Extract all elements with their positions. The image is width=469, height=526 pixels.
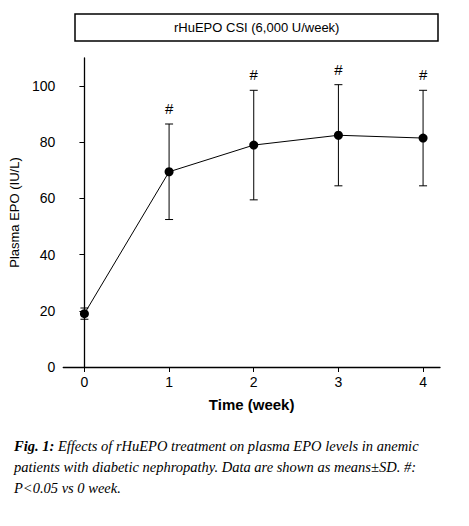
svg-text:100: 100: [32, 78, 56, 94]
svg-text:#: #: [334, 61, 343, 78]
svg-text:2: 2: [250, 374, 258, 390]
svg-text:4: 4: [419, 374, 427, 390]
svg-text:0: 0: [81, 374, 89, 390]
svg-text:20: 20: [40, 303, 56, 319]
svg-text:80: 80: [40, 134, 56, 150]
svg-text:#: #: [419, 66, 428, 83]
svg-text:1: 1: [165, 374, 173, 390]
svg-text:Plasma EPO (IU/L): Plasma EPO (IU/L): [7, 157, 22, 268]
svg-text:3: 3: [335, 374, 343, 390]
svg-text:0: 0: [47, 359, 55, 375]
svg-text:40: 40: [40, 247, 56, 263]
svg-text:#: #: [250, 66, 259, 83]
svg-text:#: #: [165, 100, 174, 117]
svg-text:60: 60: [40, 190, 56, 206]
svg-text:Time (week): Time (week): [209, 396, 295, 413]
html-text:Fig. 1: Effects of rHuEPO trea: Fig. 1: Effects of rHuEPO treatment on p…: [14, 438, 419, 496]
svg-text:rHuEPO CSI (6,000 U/week): rHuEPO CSI (6,000 U/week): [174, 20, 339, 35]
